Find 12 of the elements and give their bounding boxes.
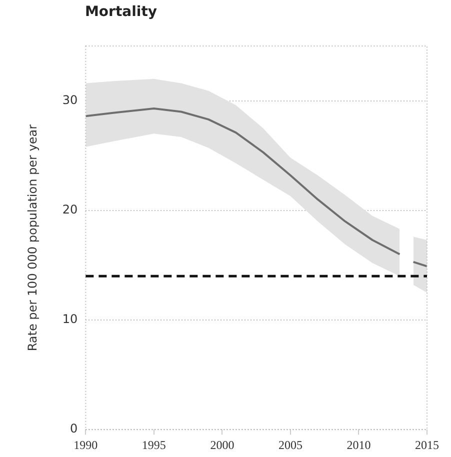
x-tick-label: 2005: [278, 438, 302, 452]
x-tick-label: 2010: [346, 438, 371, 452]
x-tick-label: 1990: [74, 438, 98, 452]
y-tick-label: 20: [62, 202, 78, 217]
y-tick-label: 10: [62, 312, 78, 326]
x-tick-label: 2000: [210, 438, 234, 452]
y-tick-label: 30: [62, 92, 78, 107]
x-tick-label: 1995: [142, 438, 166, 452]
y-tick-label: 0: [70, 422, 78, 436]
y-axis-title: Rate per 100 000 population per year: [25, 124, 40, 352]
x-tick-label: 2015: [415, 438, 439, 452]
chart-title: Mortality: [85, 4, 158, 20]
